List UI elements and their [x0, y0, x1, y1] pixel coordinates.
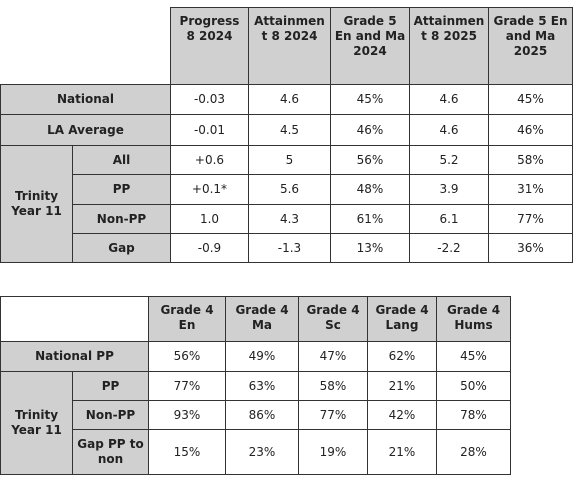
cell-value: 5: [248, 145, 331, 175]
cell-value: 5.6: [248, 174, 331, 205]
cell-value: 58%: [488, 145, 573, 175]
cell-value: 48%: [330, 174, 410, 205]
data-row: Non-PP 93% 86% 77% 42% 78%: [1, 400, 511, 430]
group-label: Trinity Year 11: [0, 145, 73, 263]
data-row: National PP 56% 49% 47% 62% 45%: [0, 341, 511, 372]
cell-value: 4.3: [248, 204, 331, 234]
row-label: National: [0, 84, 171, 115]
column-header: Grade 5 En and Ma 2024: [330, 7, 410, 85]
data-row: National -0.03 4.6 45% 4.6 45%: [0, 84, 573, 115]
column-header: Grade 4 Sc: [298, 296, 368, 342]
column-header: Progress 8 2024: [170, 7, 249, 85]
cell-value: -2.2: [409, 233, 489, 263]
column-header: Grade 4 En: [148, 296, 226, 342]
cell-value: 4.6: [409, 114, 489, 146]
cell-value: 21%: [367, 429, 437, 475]
cell-value: 13%: [330, 233, 410, 263]
corner-cell: [0, 7, 171, 85]
data-row: Gap -0.9 -1.3 13% -2.2 36%: [1, 233, 573, 263]
cell-value: 19%: [298, 429, 368, 475]
data-row: Non-PP 1.0 4.3 61% 6.1 77%: [1, 204, 573, 234]
cell-value: 6.1: [409, 204, 489, 234]
data-row: LA Average -0.01 4.5 46% 4.6 46%: [0, 114, 573, 146]
cell-value: 1.0: [170, 204, 249, 234]
column-header: Attainment 8 2024: [248, 7, 331, 85]
cell-value: 31%: [488, 174, 573, 205]
cell-value: 46%: [488, 114, 573, 146]
cell-value: -0.9: [170, 233, 249, 263]
cell-value: 23%: [225, 429, 299, 475]
cell-value: -0.01: [170, 114, 249, 146]
cell-value: 42%: [367, 400, 437, 430]
header-row: Progress 8 2024 Attainment 8 2024 Grade 5 …: [0, 7, 573, 85]
data-row: Trinity Year 11 PP 77% 63% 58% 21% 50%: [0, 371, 511, 475]
row-label: LA Average: [0, 114, 171, 146]
row-label: Gap: [72, 233, 171, 263]
column-header: Grade 4 Lang: [367, 296, 437, 342]
cell-value: 86%: [225, 400, 299, 430]
column-header: Grade 4 Hums: [436, 296, 511, 342]
cell-value: 50%: [436, 371, 511, 401]
data-row: PP +0.1* 5.6 48% 3.9 31%: [1, 174, 573, 205]
cell-value: 36%: [488, 233, 573, 263]
row-label: PP: [72, 371, 149, 401]
cell-value: 77%: [298, 400, 368, 430]
cell-value: 56%: [148, 341, 226, 372]
cell-value: +0.1*: [170, 174, 249, 205]
cell-value: 45%: [436, 341, 511, 372]
cell-value: 63%: [225, 371, 299, 401]
cell-value: 77%: [488, 204, 573, 234]
cell-value: 45%: [330, 84, 410, 115]
column-header: Grade 4 Ma: [225, 296, 299, 342]
data-row: Trinity Year 11 All +0.6 5 56% 5.2 58%: [0, 145, 573, 263]
cell-value: 46%: [330, 114, 410, 146]
cell-value: 5.2: [409, 145, 489, 175]
column-header: Grade 5 En and Ma 2025: [488, 7, 573, 85]
cell-value: 78%: [436, 400, 511, 430]
cell-value: 3.9: [409, 174, 489, 205]
cell-value: 61%: [330, 204, 410, 234]
cell-value: 56%: [330, 145, 410, 175]
row-label: PP: [72, 174, 171, 205]
row-label: National PP: [0, 341, 149, 372]
cell-value: +0.6: [170, 145, 249, 175]
column-header: Attainment 8 2025: [409, 7, 489, 85]
row-label: Non-PP: [72, 204, 171, 234]
corner-cell: [0, 296, 149, 342]
row-label: Gap PP to non: [72, 429, 149, 475]
cell-value: 4.6: [248, 84, 331, 115]
cell-value: 45%: [488, 84, 573, 115]
cell-value: 4.5: [248, 114, 331, 146]
group-label: Trinity Year 11: [0, 371, 73, 475]
cell-value: 93%: [148, 400, 226, 430]
cell-value: 77%: [148, 371, 226, 401]
cell-value: 47%: [298, 341, 368, 372]
cell-value: 28%: [436, 429, 511, 475]
row-label: Non-PP: [72, 400, 149, 430]
cell-value: 15%: [148, 429, 226, 475]
cell-value: 62%: [367, 341, 437, 372]
cell-value: 49%: [225, 341, 299, 372]
cell-value: -1.3: [248, 233, 331, 263]
cell-value: 4.6: [409, 84, 489, 115]
data-row: Gap PP to non 15% 23% 19% 21% 28%: [1, 429, 511, 475]
cell-value: 21%: [367, 371, 437, 401]
header-row: Grade 4 En Grade 4 Ma Grade 4 Sc Grade 4 La…: [0, 296, 511, 342]
row-label: All: [72, 145, 171, 175]
cell-value: -0.03: [170, 84, 249, 115]
table-attainment: Progress 8 2024 Attainment 8 2024 Grade 5 …: [0, 7, 573, 263]
table-grade4: Grade 4 En Grade 4 Ma Grade 4 Sc Grade 4 La…: [0, 296, 511, 475]
cell-value: 58%: [298, 371, 368, 401]
